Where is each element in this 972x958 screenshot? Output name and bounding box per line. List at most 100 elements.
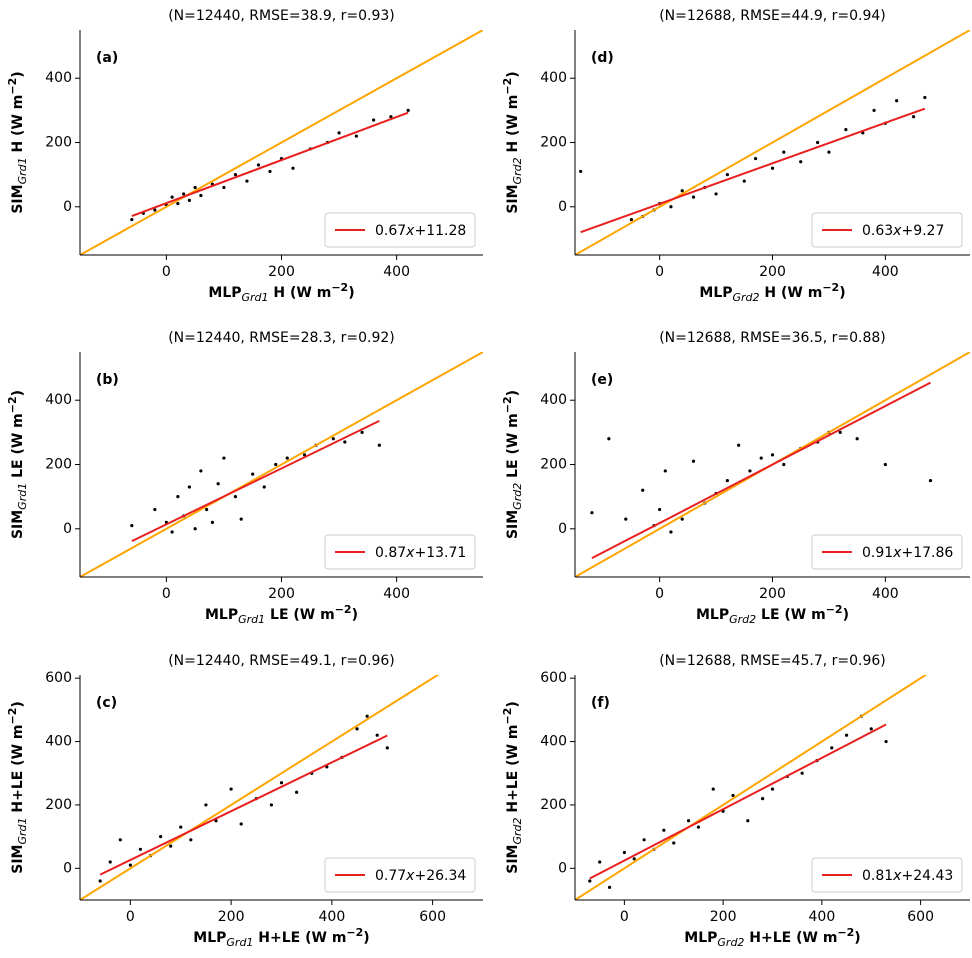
point <box>816 140 820 145</box>
label-body: H (W m <box>760 285 823 301</box>
point <box>365 714 369 718</box>
label-body: H (W m <box>269 285 332 301</box>
point <box>622 850 626 855</box>
label-suffix: ) <box>348 285 354 301</box>
x-tick-label: 400 <box>872 586 899 602</box>
label-suffix: ) <box>854 930 860 946</box>
y-tick-label: 400 <box>45 392 72 408</box>
point <box>210 520 215 524</box>
point <box>98 879 102 883</box>
panel-title: (N=12440, RMSE=49.1, r=0.96) <box>168 653 395 669</box>
label-body: H (W m <box>505 95 521 158</box>
axis-label: MLPGrd2 LE (W m−2) <box>696 603 849 626</box>
point <box>725 173 729 177</box>
label-suffix: ) <box>352 607 358 623</box>
fit-line <box>589 723 887 880</box>
label-sub: Grd2 <box>717 936 744 949</box>
point <box>169 844 173 848</box>
label-sub: Grd2 <box>511 157 524 184</box>
point <box>233 495 238 499</box>
label-suffix: ) <box>505 71 521 77</box>
label-prefix: SIM <box>505 510 521 539</box>
label-sup: −2 <box>501 78 514 95</box>
y-tick-label: 400 <box>45 734 72 750</box>
legend-intercept: 26.34 <box>426 868 466 884</box>
x-tick-label: 0 <box>655 264 664 280</box>
point <box>607 885 612 889</box>
point <box>838 430 842 434</box>
identity-line <box>80 352 483 577</box>
panel: 0 200 400 600 0 200 400 600 (N=12440, RMSE=49.1,… <box>6 653 483 949</box>
point <box>799 160 803 164</box>
point <box>256 163 261 167</box>
panel-label: (d) <box>591 50 614 66</box>
label-suffix: ) <box>363 930 369 946</box>
legend-box <box>324 212 476 248</box>
panel: 0 200 400 0 200 400 (N=12440, RMSE=38.9, r=0.9… <box>6 8 483 304</box>
label-body: LE (W m <box>10 413 26 483</box>
y-tick-label: 200 <box>45 135 72 151</box>
label-suffix: ) <box>10 71 26 77</box>
point <box>375 733 379 737</box>
x-tick-label: 400 <box>319 909 346 925</box>
plot-area <box>575 30 970 255</box>
label-sup: −2 <box>6 78 19 95</box>
point <box>222 185 226 190</box>
legend-slope: 0.91 <box>862 545 893 561</box>
point <box>170 195 174 199</box>
x-tick-label: 200 <box>268 264 295 280</box>
point <box>118 838 122 842</box>
point <box>884 739 888 744</box>
x-tick-label: 400 <box>872 264 899 280</box>
legend-sign: + <box>901 545 913 561</box>
label-prefix: MLP <box>696 607 729 623</box>
point <box>279 781 284 785</box>
label-sup: −2 <box>822 281 839 294</box>
y-tick-label: 200 <box>540 797 567 813</box>
panel: 0 200 400 0 200 400 (N=12688, RMSE=44.9, r=0.9… <box>501 8 970 304</box>
legend-label: 0.67x+11.28 <box>375 223 466 239</box>
point <box>770 787 775 791</box>
point <box>182 192 186 196</box>
point <box>193 527 197 531</box>
point <box>782 462 786 467</box>
y-tick-label: 0 <box>63 521 72 537</box>
point <box>331 437 335 441</box>
point <box>748 469 752 473</box>
fit-line <box>580 107 926 234</box>
label-sub: Grd1 <box>16 483 29 510</box>
legend-sign: + <box>414 223 426 239</box>
point <box>911 115 916 119</box>
y-tick-label: 400 <box>540 734 567 750</box>
legend-label: 0.87x+13.71 <box>375 545 466 561</box>
legend-label: 0.91x+17.86 <box>862 545 953 561</box>
y-tick-label: 600 <box>540 670 567 686</box>
point <box>269 803 274 807</box>
point <box>204 803 208 807</box>
point <box>170 530 174 534</box>
label-body: H+LE (W m <box>253 930 346 946</box>
point <box>229 787 233 791</box>
legend-var: x <box>892 868 902 884</box>
point <box>669 205 673 209</box>
legend-box <box>811 534 963 570</box>
point <box>130 218 134 222</box>
point <box>770 166 775 170</box>
legend-box <box>324 857 476 893</box>
label-prefix: SIM <box>505 845 521 874</box>
label-sub: Grd2 <box>511 818 524 845</box>
point <box>624 517 628 521</box>
legend-slope: 0.81 <box>862 868 893 884</box>
point <box>138 847 143 851</box>
point <box>199 469 203 473</box>
point <box>588 879 592 883</box>
point <box>193 185 197 190</box>
label-sub: Grd1 <box>16 157 29 184</box>
label-sup: −2 <box>837 926 854 939</box>
legend-label: 0.77x+26.34 <box>375 868 466 884</box>
label-prefix: SIM <box>10 184 26 213</box>
label-prefix: MLP <box>208 285 241 301</box>
point <box>872 108 876 112</box>
label-sup: −2 <box>335 603 352 616</box>
panel-title: (N=12688, RMSE=44.9, r=0.94) <box>659 8 886 24</box>
